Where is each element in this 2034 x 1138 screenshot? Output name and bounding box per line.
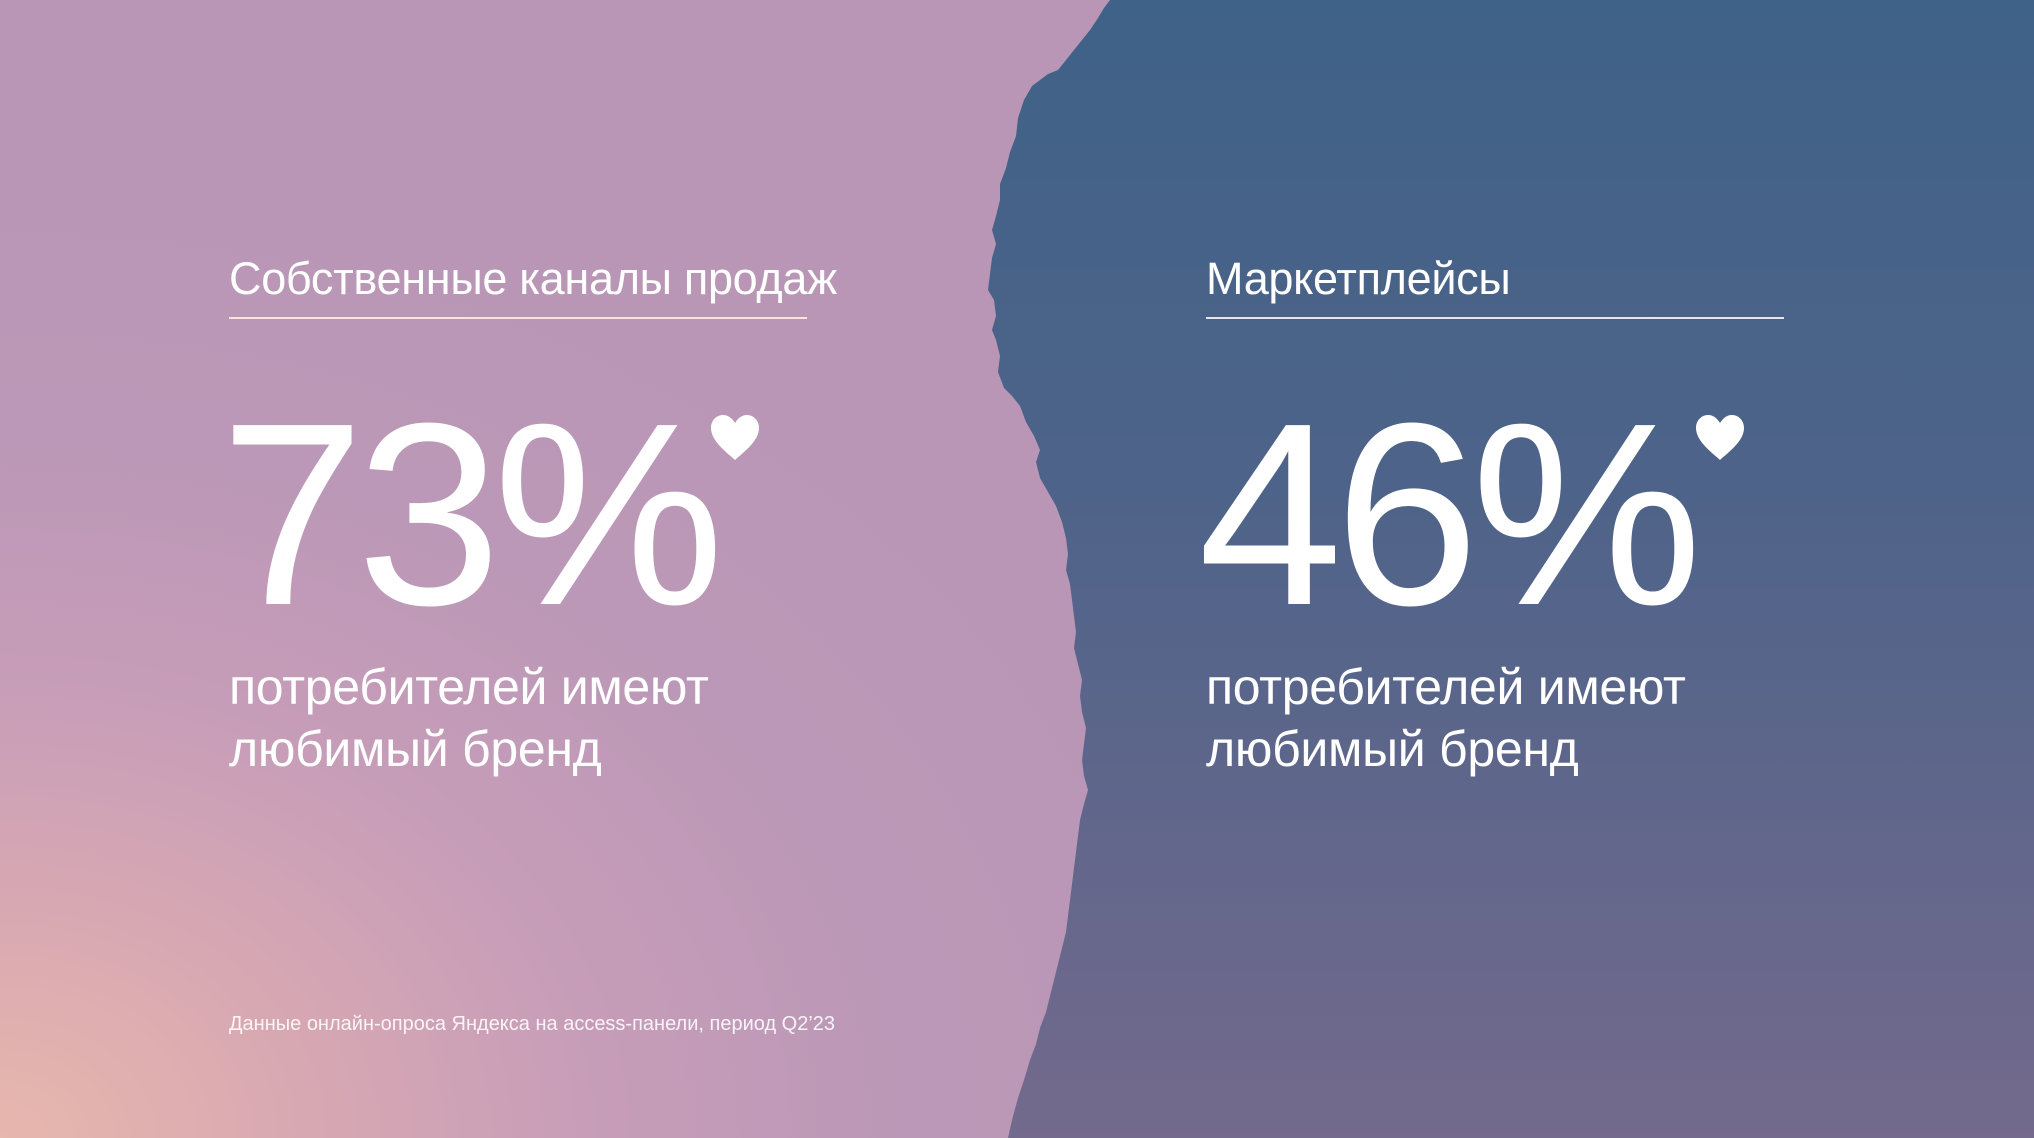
own-channels-description-line2: любимый бренд xyxy=(229,721,602,777)
marketplaces-divider xyxy=(1206,317,1784,319)
own-channels-description: потребителей имеют любимый бренд xyxy=(229,656,709,780)
marketplaces-heading: Маркетплейсы xyxy=(1206,253,1511,304)
marketplaces-percentage: 46% xyxy=(1198,370,1702,660)
marketplaces-description-line2: любимый бренд xyxy=(1206,721,1579,777)
heart-icon xyxy=(1696,415,1744,460)
own-channels-percentage: 73% xyxy=(220,370,724,660)
heart-icon xyxy=(711,415,759,460)
marketplaces-description: потребителей имеют любимый бренд xyxy=(1206,656,1686,780)
marketplaces-description-line1: потребителей имеют xyxy=(1206,659,1686,715)
own-channels-description-line1: потребителей имеют xyxy=(229,659,709,715)
own-channels-heading: Собственные каналы продаж xyxy=(229,253,837,304)
source-footnote: Данные онлайн-опроса Яндекса на access-п… xyxy=(229,1013,836,1035)
own-channels-divider xyxy=(229,317,807,319)
